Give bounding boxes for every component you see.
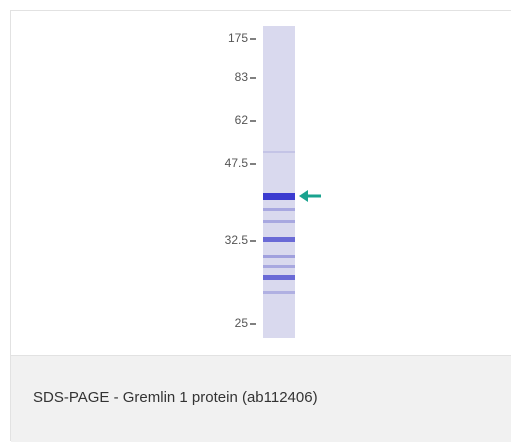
band [263, 275, 295, 280]
marker-label: 32.5 [225, 233, 249, 247]
band [263, 151, 295, 153]
gel-image-area: 175 83 62 47.5 32.5 25 [11, 11, 511, 355]
marker-label: 47.5 [225, 156, 249, 170]
marker-label: 62 [235, 113, 249, 127]
marker-label: 83 [235, 70, 249, 84]
caption-bar: SDS-PAGE - Gremlin 1 protein (ab112406) [11, 355, 511, 442]
page: 175 83 62 47.5 32.5 25 SDS-PAGE - Gremlin 1 p… [0, 0, 511, 441]
band [263, 208, 295, 211]
band [263, 220, 295, 223]
marker-labels: 175 83 62 47.5 32.5 25 [225, 31, 256, 330]
band [263, 291, 295, 294]
figure: 175 83 62 47.5 32.5 25 SDS-PAGE - Gremlin 1 p… [10, 10, 511, 441]
caption: SDS-PAGE - Gremlin 1 protein (ab112406) [33, 389, 318, 406]
gel-image: 175 83 62 47.5 32.5 25 [11, 11, 511, 355]
marker-label: 175 [228, 31, 248, 45]
band [263, 193, 295, 200]
band [263, 265, 295, 268]
arrow [299, 190, 321, 202]
band [263, 237, 295, 242]
marker-label: 25 [235, 316, 249, 330]
band [263, 255, 295, 258]
